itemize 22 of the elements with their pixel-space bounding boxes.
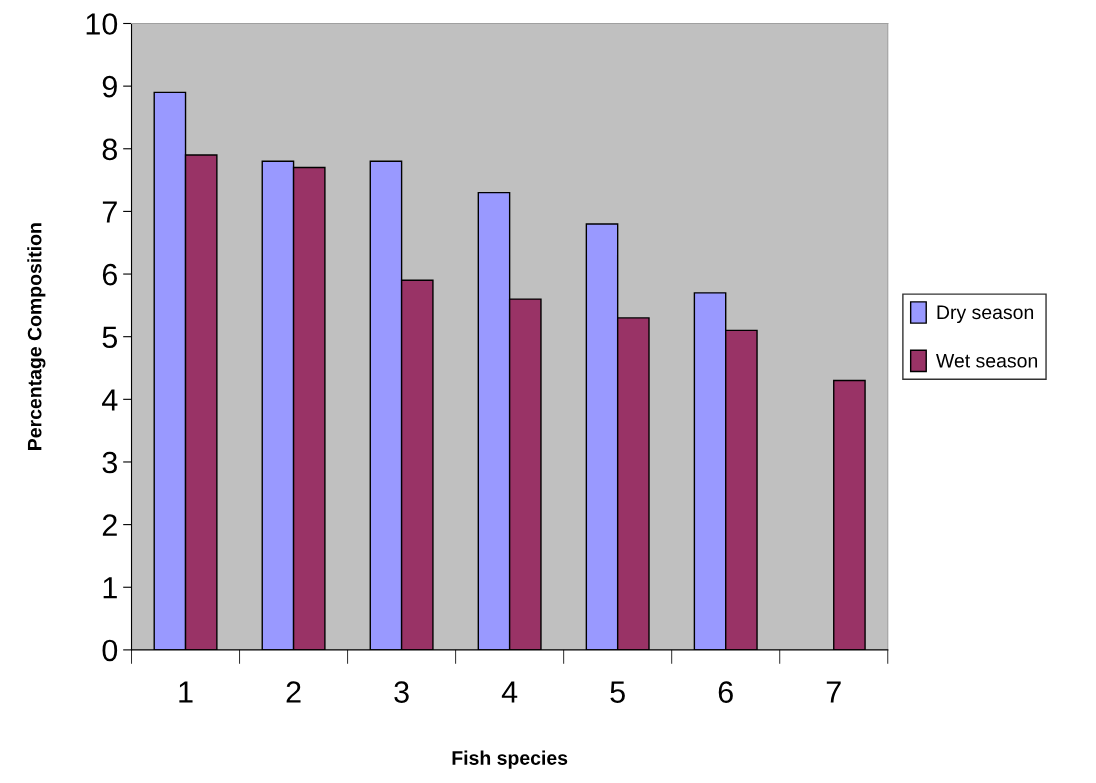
x-axis-title: Fish species (452, 750, 568, 769)
y-tick-label: 4 (102, 389, 118, 411)
x-tick-label: 6 (718, 681, 733, 703)
y-tick-label: 6 (102, 263, 117, 286)
y-tick-label: 10 (86, 13, 118, 35)
x-tick-label: 5 (610, 681, 625, 703)
y-tick-label: 5 (102, 326, 118, 349)
y-tick-label: 7 (102, 201, 117, 223)
legend-label: Dry season (937, 305, 1034, 324)
y-axis-title: Percentage Composition (27, 223, 46, 450)
y-tick-label: 2 (102, 514, 117, 536)
y-tick-label: 0 (102, 639, 118, 662)
x-tick-label: 2 (286, 681, 301, 703)
y-tick-label: 8 (102, 138, 117, 161)
y-tick-label: 3 (102, 451, 117, 474)
y-tick-label: 1 (103, 577, 117, 599)
legend-label: Wet season (936, 354, 1038, 368)
x-tick-label: 1 (179, 681, 193, 703)
x-tick-label: 3 (394, 681, 409, 703)
x-tick-label: 4 (501, 681, 518, 703)
x-tick-label: 7 (826, 681, 841, 703)
y-tick-label: 9 (102, 75, 117, 98)
